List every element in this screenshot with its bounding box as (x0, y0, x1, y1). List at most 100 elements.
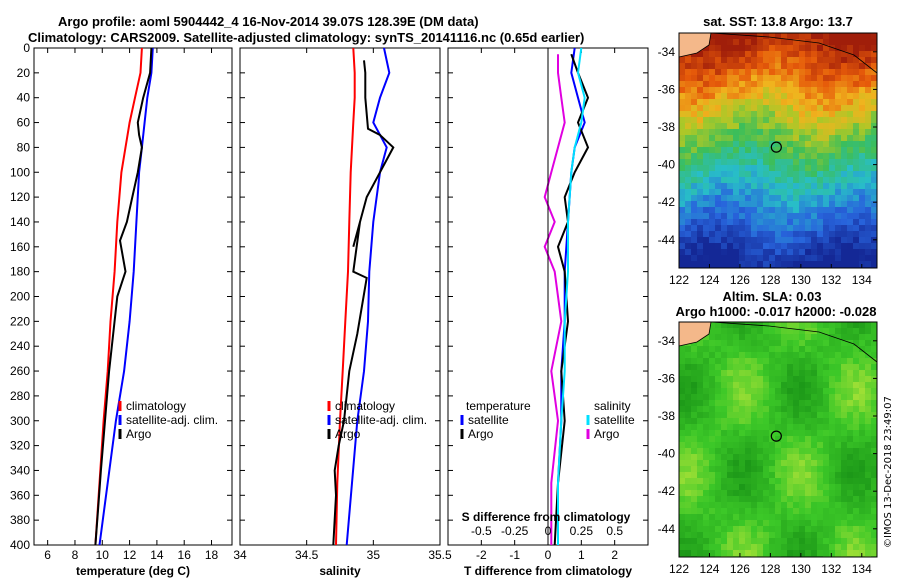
map-cell (775, 111, 781, 117)
map-cell (757, 201, 763, 207)
map-cell (793, 472, 799, 478)
map-cell (853, 135, 859, 141)
map-x-tick-label: 126 (730, 562, 750, 576)
map-cell (829, 111, 835, 117)
map-cell (691, 544, 697, 550)
map-cell (691, 496, 697, 502)
map-cell (835, 219, 841, 225)
map-cell (781, 183, 787, 189)
map-cell (853, 544, 859, 550)
map-cell (865, 201, 871, 207)
map-cell (769, 544, 775, 550)
map-cell (823, 111, 829, 117)
map-cell (775, 195, 781, 201)
map-cell (829, 418, 835, 424)
map-cell (853, 472, 859, 478)
map-cell (793, 514, 799, 520)
series-line-satellite-adj-clim- (98, 47, 154, 546)
map-cell (751, 466, 757, 472)
map-cell (751, 147, 757, 153)
map-cell (793, 159, 799, 165)
map-cell (793, 508, 799, 514)
map-cell (715, 454, 721, 460)
map-cell (697, 460, 703, 466)
map-cell (835, 442, 841, 448)
map-cell (721, 508, 727, 514)
map-cell (871, 207, 877, 213)
map-cell (793, 346, 799, 352)
map-cell (859, 117, 865, 123)
map-cell (757, 237, 763, 243)
map-cell (799, 189, 805, 195)
map-cell (847, 496, 853, 502)
map-cell (799, 111, 805, 117)
map-cell (841, 195, 847, 201)
map-cell (835, 352, 841, 358)
map-x-tick-label: 128 (760, 562, 780, 576)
map-cell (823, 418, 829, 424)
map-cell (847, 159, 853, 165)
map-cell (847, 478, 853, 484)
map-cell (871, 472, 877, 478)
map-cell (841, 478, 847, 484)
x-tick-label: 0 (545, 548, 552, 562)
map-cell (841, 111, 847, 117)
map-cell (715, 442, 721, 448)
map-cell (697, 201, 703, 207)
map-cell (835, 358, 841, 364)
map-cell (685, 442, 691, 448)
map-cell (853, 376, 859, 382)
map-cell (853, 189, 859, 195)
map-cell (697, 376, 703, 382)
map-cell (727, 147, 733, 153)
map-cell (685, 358, 691, 364)
map-cell (709, 388, 715, 394)
map-cell (793, 165, 799, 171)
series-line-argo (94, 47, 153, 546)
map-cell (727, 394, 733, 400)
map-cell (715, 490, 721, 496)
map-cell (823, 454, 829, 460)
map-cell (697, 219, 703, 225)
map-cell (829, 261, 835, 267)
map-cell (697, 105, 703, 111)
map-cell (739, 261, 745, 267)
map-cell (751, 538, 757, 544)
map-cell (775, 51, 781, 57)
map-cell (685, 352, 691, 358)
map-cell (775, 430, 781, 436)
map-cell (703, 502, 709, 508)
map-cell (823, 376, 829, 382)
map-cell (763, 364, 769, 370)
map-cell (859, 63, 865, 69)
map-cell (745, 69, 751, 75)
map-cell (847, 213, 853, 219)
map-cell (859, 171, 865, 177)
map-cell (823, 183, 829, 189)
map-cell (769, 334, 775, 340)
map-cell (703, 99, 709, 105)
map-cell (817, 340, 823, 346)
map-cell (841, 219, 847, 225)
map-cell (847, 394, 853, 400)
map-cell (751, 225, 757, 231)
map-cell (715, 418, 721, 424)
map-cell (793, 63, 799, 69)
map-cell (679, 207, 685, 213)
map-cell (823, 219, 829, 225)
map-cell (793, 394, 799, 400)
map-cell (871, 502, 877, 508)
map-cell (787, 255, 793, 261)
map-cell (811, 418, 817, 424)
map-cell (853, 520, 859, 526)
map-cell (799, 165, 805, 171)
map-cell (817, 231, 823, 237)
map-cell (739, 382, 745, 388)
map-cell (775, 358, 781, 364)
map-cell (727, 478, 733, 484)
map-cell (781, 153, 787, 159)
map-cell (805, 183, 811, 189)
map-cell (745, 183, 751, 189)
map-cell (691, 472, 697, 478)
map-cell (871, 111, 877, 117)
